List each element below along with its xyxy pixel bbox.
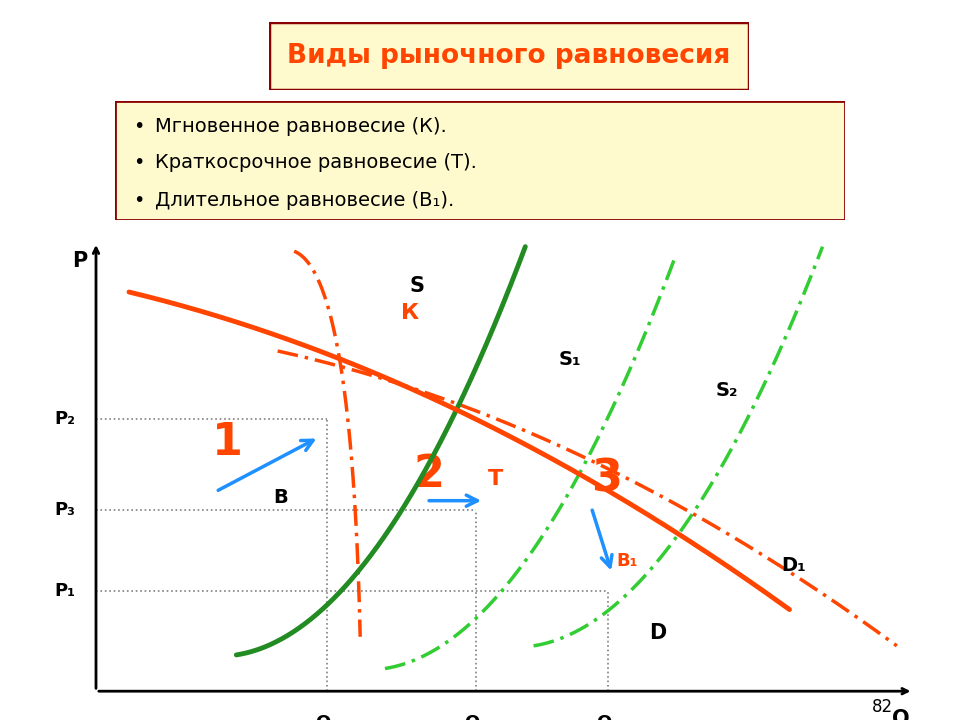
Text: •: • — [133, 153, 145, 172]
Text: •: • — [133, 191, 145, 210]
Text: S₂: S₂ — [715, 382, 737, 400]
Text: Q₁: Q₁ — [316, 714, 339, 720]
Text: 1: 1 — [211, 421, 243, 464]
Text: D₁: D₁ — [781, 556, 806, 575]
Text: P₂: P₂ — [55, 410, 75, 428]
Text: В: В — [274, 488, 288, 507]
Text: S: S — [410, 276, 424, 296]
Text: Q₃: Q₃ — [596, 714, 619, 720]
Text: Длительное равновесие (В₁).: Длительное равновесие (В₁). — [156, 191, 455, 210]
Text: P₃: P₃ — [55, 501, 75, 518]
Text: К: К — [401, 303, 420, 323]
Text: Краткосрочное равновесие (Т).: Краткосрочное равновесие (Т). — [156, 153, 477, 172]
Text: •: • — [133, 117, 145, 136]
Text: Q: Q — [892, 709, 909, 720]
Text: В₁: В₁ — [616, 552, 637, 570]
Text: S₁: S₁ — [559, 350, 581, 369]
Text: Мгновенное равновесие (К).: Мгновенное равновесие (К). — [156, 117, 447, 136]
Text: P₁: P₁ — [55, 582, 75, 600]
Text: 2: 2 — [414, 453, 444, 496]
Text: D: D — [649, 623, 666, 643]
Text: 3: 3 — [591, 458, 622, 500]
Text: Т: Т — [488, 469, 503, 489]
Text: P: P — [73, 251, 87, 271]
Text: Q₂: Q₂ — [465, 714, 488, 720]
Text: Виды рыночного равновесия: Виды рыночного равновесия — [287, 42, 731, 69]
Text: 82: 82 — [872, 698, 893, 716]
